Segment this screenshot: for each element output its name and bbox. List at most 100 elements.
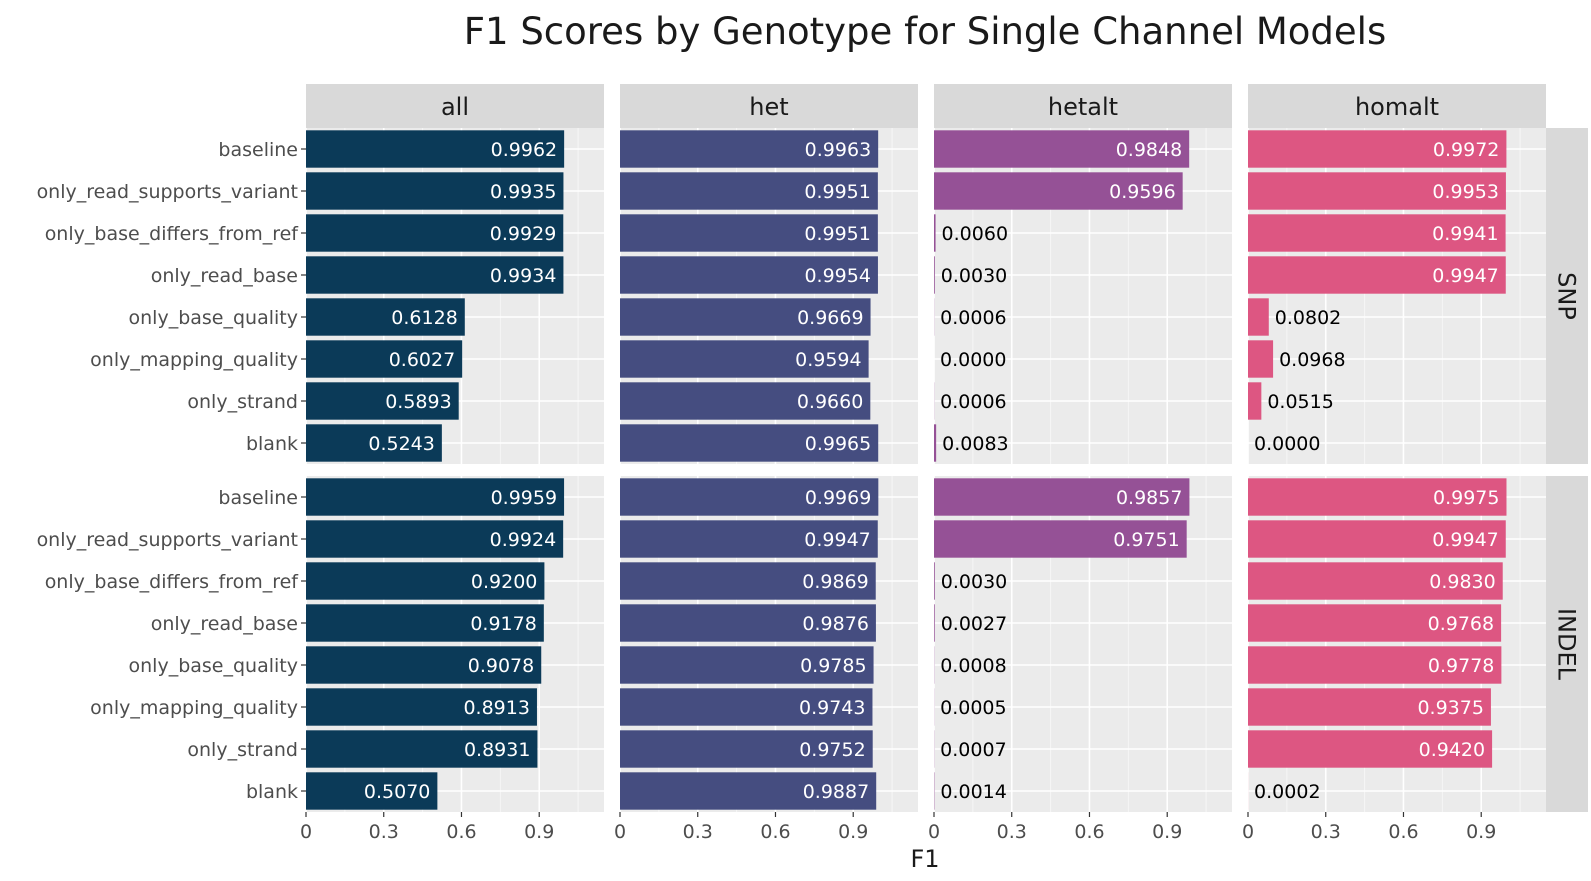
data-label: 0.9965	[805, 433, 871, 455]
data-label: 0.9830	[1429, 571, 1495, 593]
bar-only_strand	[620, 730, 873, 768]
facet-strip-snp	[1545, 128, 1588, 464]
facet-strip-het	[620, 84, 918, 128]
facet-strip-label: het	[749, 93, 788, 121]
data-label: 0.9954	[804, 265, 870, 287]
data-label: 0.0000	[1254, 433, 1320, 455]
y-tick-label: only_mapping_quality	[90, 349, 298, 371]
x-tick-label: 0.6	[1388, 821, 1418, 843]
data-label: 0.9857	[1116, 487, 1182, 509]
data-label: 0.0005	[940, 697, 1006, 719]
data-label: 0.0008	[940, 655, 1006, 677]
data-label: 0.0030	[941, 571, 1007, 593]
y-tick-label: baseline	[218, 139, 298, 161]
bar-only_read_base	[306, 256, 564, 294]
data-label: 0.9934	[490, 265, 556, 287]
y-tick-label: only_read_supports_variant	[37, 181, 298, 203]
y-tick-label: only_base_quality	[129, 307, 298, 329]
data-label: 0.9887	[803, 781, 869, 803]
bar-only_strand	[1248, 730, 1493, 768]
bar-only_strand	[306, 730, 538, 768]
bar-baseline	[934, 130, 1190, 168]
bar-baseline	[306, 130, 565, 168]
y-tick-label: only_read_supports_variant	[37, 529, 298, 551]
facet-strip-hetalt	[934, 84, 1232, 128]
bar-only_read_supports_variant	[620, 520, 878, 558]
bar-only_base_differs_from_ref	[620, 214, 878, 252]
data-label: 0.9962	[491, 139, 557, 161]
bar-only_strand	[1248, 382, 1262, 420]
x-tick-label: 0	[614, 821, 626, 843]
data-label: 0.9669	[797, 307, 863, 329]
data-label: 0.0083	[942, 433, 1008, 455]
bar-baseline	[934, 478, 1190, 516]
bar-only_base_differs_from_ref	[620, 562, 876, 600]
y-tick-label: blank	[246, 433, 298, 455]
x-tick-label: 0.9	[1466, 821, 1496, 843]
facet-strip-label: homalt	[1355, 93, 1439, 121]
data-label: 0.9778	[1428, 655, 1494, 677]
data-label: 0.8913	[463, 697, 529, 719]
bar-only_base_differs_from_ref	[1248, 214, 1506, 252]
y-tick-label: only_base_quality	[129, 655, 298, 677]
data-label: 0.0006	[940, 307, 1006, 329]
data-label: 0.9935	[490, 181, 556, 203]
bar-only_read_supports_variant	[934, 172, 1183, 210]
bar-only_base_quality	[306, 646, 542, 684]
y-tick-label: only_base_differs_from_ref	[45, 571, 300, 593]
data-label: 0.9941	[1432, 223, 1498, 245]
x-tick-label: 0.6	[1074, 821, 1104, 843]
bar-only_mapping_quality	[1248, 688, 1491, 726]
data-label: 0.0968	[1279, 349, 1345, 371]
bar-only_mapping_quality	[306, 688, 537, 726]
bar-baseline	[620, 130, 879, 168]
bar-only_strand	[306, 382, 459, 420]
facet-strip-label: INDEL	[1553, 608, 1581, 681]
facet-strip-indel	[1545, 476, 1588, 812]
facet-strip-label: all	[441, 93, 469, 121]
bar-blank	[306, 772, 438, 810]
data-label: 0.9078	[468, 655, 534, 677]
data-label: 0.0002	[1254, 781, 1320, 803]
data-label: 0.9975	[1433, 487, 1499, 509]
bar-only_strand	[620, 382, 871, 420]
data-label: 0.9951	[804, 223, 870, 245]
bar-only_read_supports_variant	[620, 172, 878, 210]
y-tick-label: only_strand	[187, 739, 298, 761]
data-label: 0.9848	[1116, 139, 1182, 161]
bar-blank	[306, 424, 442, 462]
x-tick-label: 0.3	[369, 821, 399, 843]
data-label: 0.0000	[940, 349, 1006, 371]
data-label: 0.9947	[1432, 265, 1498, 287]
data-label: 0.9953	[1432, 181, 1498, 203]
bar-only_base_quality	[306, 298, 465, 336]
data-label: 0.0007	[940, 739, 1006, 761]
bar-blank	[934, 424, 937, 462]
bar-baseline	[306, 478, 565, 516]
bar-only_base_differs_from_ref	[306, 214, 564, 252]
bar-only_base_differs_from_ref	[306, 562, 545, 600]
data-label: 0.9768	[1428, 613, 1494, 635]
bar-only_mapping_quality	[620, 688, 873, 726]
data-label: 0.6027	[389, 349, 455, 371]
data-label: 0.9924	[490, 529, 556, 551]
bar-only_read_base	[934, 256, 935, 294]
y-tick-label: only_read_base	[151, 613, 298, 635]
panels-layer: all het hetalt homalt SNP INDEL 0.9962 0.9935 0.…	[37, 84, 1588, 843]
x-tick-label: 0.9	[838, 821, 868, 843]
bar-only_read_base	[1248, 256, 1506, 294]
bar-only_base_differs_from_ref	[934, 562, 935, 600]
bar-only_read_base	[1248, 604, 1502, 642]
bar-baseline	[1248, 478, 1507, 516]
x-tick-label: 0	[928, 821, 940, 843]
bar-only_base_quality	[1248, 298, 1269, 336]
data-label: 0.5893	[385, 391, 451, 413]
data-label: 0.9751	[1113, 529, 1179, 551]
data-label: 0.6128	[391, 307, 457, 329]
bar-only_read_base	[620, 604, 876, 642]
chart-title: F1 Scores by Genotype for Single Channel…	[464, 10, 1387, 53]
data-label: 0.0030	[941, 265, 1007, 287]
data-label: 0.9947	[804, 529, 870, 551]
bar-only_read_supports_variant	[306, 520, 564, 558]
bar-baseline	[1248, 130, 1507, 168]
